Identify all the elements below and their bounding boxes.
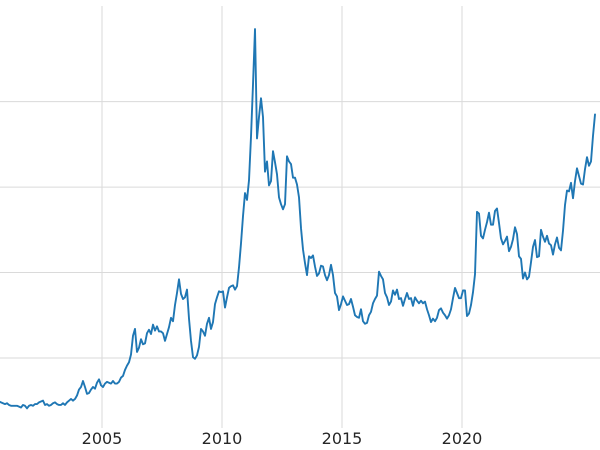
x-tick-label: 2015 [322, 429, 363, 448]
x-tick-label: 2010 [202, 429, 243, 448]
series-line [0, 28, 596, 410]
horizontal-gridlines [0, 101, 600, 359]
vertical-gridlines [101, 6, 463, 428]
x-tick-label: 2020 [442, 429, 483, 448]
x-axis-tick-labels: 2005 2010 2015 2020 [82, 429, 483, 448]
x-tick-label: 2005 [82, 429, 123, 448]
